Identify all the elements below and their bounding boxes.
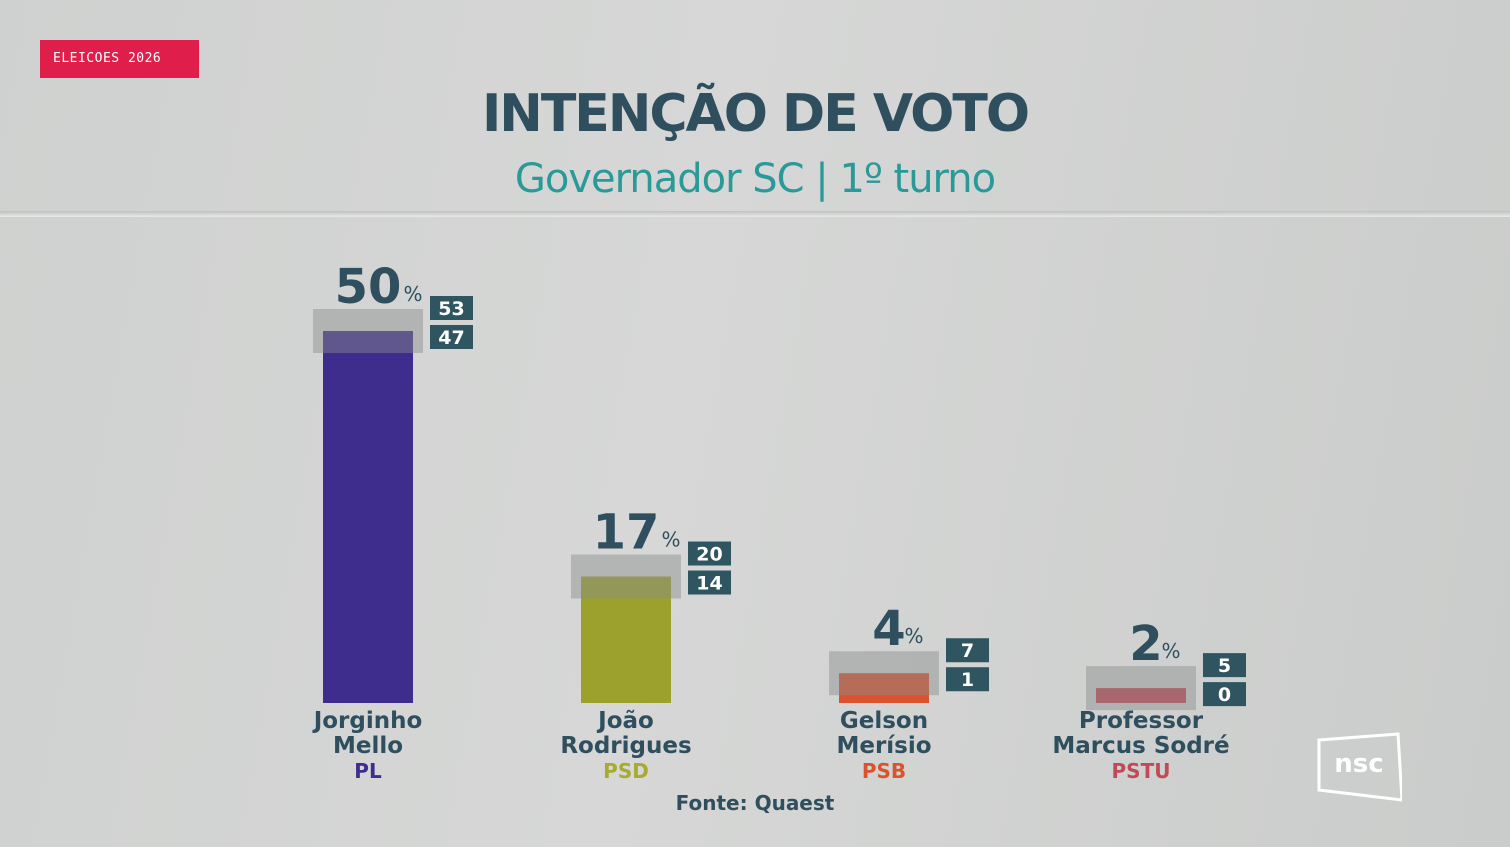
candidate-label-2: Gelson Merísio PSB: [754, 708, 1014, 784]
percent-label-1: %: [661, 528, 680, 552]
lower-box-3: [1203, 682, 1246, 707]
chart-title: INTENÇÃO DE VOTO: [481, 84, 1030, 144]
value-label-3: 2: [1129, 616, 1162, 672]
upper-value-3: 5: [1218, 655, 1231, 677]
upper-box-2: [946, 638, 989, 663]
candidate-first-name: João: [598, 708, 654, 734]
value-label-2: 4: [872, 601, 905, 657]
upper-value-1: 20: [696, 544, 722, 566]
lower-value-1: 14: [696, 573, 722, 595]
candidate-label-0: Jorginho Mello PL: [238, 708, 498, 784]
upper-value-0: 53: [438, 298, 464, 320]
bar-1: [581, 576, 671, 703]
candidate-party: PL: [354, 759, 382, 783]
bar-3: [1096, 688, 1186, 703]
error-band-3: [1086, 666, 1196, 711]
error-band-0: [313, 309, 423, 353]
candidate-label-3: Professor Marcus Sodré PSTU: [1011, 708, 1271, 784]
error-band-2: [829, 651, 939, 696]
header-divider: [0, 211, 1510, 217]
candidate-party: PSD: [603, 759, 649, 783]
candidate-first-name: Jorginho: [313, 708, 423, 734]
lower-box-0: [430, 325, 473, 349]
percent-label-2: %: [904, 624, 923, 648]
nsc-logo: nsc: [1317, 732, 1402, 802]
lower-value-3: 0: [1218, 684, 1231, 706]
candidate-label-1: João Rodrigues PSD: [496, 708, 756, 784]
error-band-1: [571, 554, 681, 599]
bar-2: [839, 673, 929, 703]
logo-frame: [1317, 732, 1402, 802]
value-label-1: 17: [593, 505, 660, 561]
candidate-last-name: Rodrigues: [560, 733, 692, 759]
upper-value-2: 7: [961, 640, 974, 662]
percent-label-0: %: [403, 282, 422, 306]
candidate-party: PSTU: [1111, 759, 1171, 783]
election-badge: ELEICOES 2026: [40, 40, 199, 78]
candidate-first-name: Professor: [1078, 708, 1204, 734]
bar-0: [323, 331, 413, 703]
candidate-last-name: Marcus Sodré: [1052, 733, 1230, 759]
source-note: Fonte: Quaest: [675, 791, 835, 815]
lower-box-2: [946, 667, 989, 692]
percent-label-3: %: [1161, 639, 1180, 663]
upper-box-3: [1203, 653, 1246, 678]
value-label-0: 50: [335, 259, 402, 315]
lower-box-1: [688, 570, 731, 595]
candidate-first-name: Gelson: [839, 708, 929, 734]
chart-subtitle: Governador SC | 1º turno: [514, 156, 996, 202]
logo-text: nsc: [1334, 749, 1383, 779]
candidate-party: PSB: [861, 759, 907, 783]
upper-box-0: [430, 296, 473, 320]
lower-value-0: 47: [438, 327, 464, 349]
candidate-last-name: Mello: [332, 733, 404, 759]
upper-box-1: [688, 541, 731, 566]
candidate-last-name: Merísio: [836, 733, 932, 759]
lower-value-2: 1: [961, 669, 974, 691]
